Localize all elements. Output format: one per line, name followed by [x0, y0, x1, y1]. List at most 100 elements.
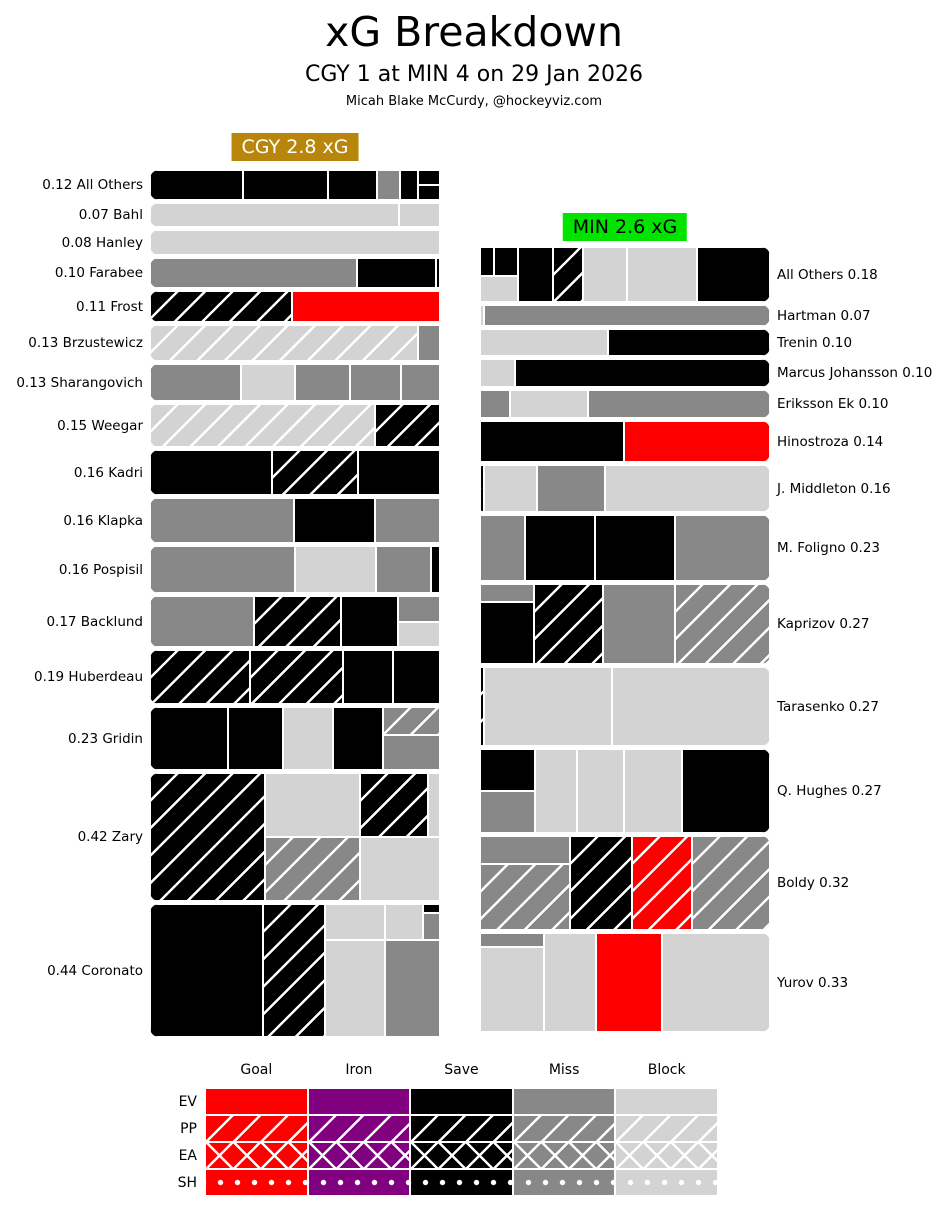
player-row [150, 291, 440, 322]
shot-cell-block-ev [325, 939, 385, 1037]
legend-outcome-iron: Iron [345, 1062, 373, 1078]
shot-cell-miss-ev [150, 364, 242, 401]
player-label: Yurov 0.33 [777, 974, 849, 991]
shot-cell-goal-ev [596, 933, 663, 1032]
shot-cell-block-pp [150, 404, 375, 447]
game-subtitle: CGY 1 at MIN 4 on 29 Jan 2026 [304, 62, 644, 87]
shot-cell-miss-ev [377, 170, 401, 200]
shot-cell-miss-ev [400, 364, 440, 401]
shot-cell-miss-pp [382, 707, 440, 736]
player-row [480, 515, 770, 581]
legend-outcome-save: Save [444, 1062, 479, 1078]
shot-cell-block-ev [241, 364, 295, 401]
shot-cell-save-pp [250, 650, 343, 704]
player-row [480, 390, 770, 418]
shot-cell-block-ev [480, 359, 515, 387]
shot-cell-save-ev [524, 515, 596, 581]
shot-cell-miss-ev [150, 498, 294, 543]
legend-swatch-miss-ev [512, 1088, 616, 1115]
legend-swatch-miss-ea [512, 1142, 616, 1169]
player-row [150, 364, 440, 401]
shot-cell-block-ev [577, 749, 625, 833]
player-label: 0.16 Kadri [73, 464, 143, 481]
legend-strength-ea: EA [178, 1147, 197, 1164]
shot-cell-block-ev [397, 621, 440, 647]
player-row [150, 404, 440, 447]
player-label: 0.13 Sharangovich [16, 374, 143, 391]
legend-swatch-iron-ea [307, 1142, 411, 1169]
player-label: Boldy 0.32 [777, 875, 850, 891]
shot-cell-save-pp [569, 836, 632, 930]
player-row [150, 773, 440, 901]
shot-cell-save-pp [553, 247, 583, 302]
shot-cell-save-ev [517, 247, 554, 302]
legend-swatch-goal-sh [205, 1169, 308, 1196]
player-label: 0.23 Gridin [68, 730, 143, 747]
team-header-min: MIN 2.6 xG [562, 213, 688, 241]
shot-cell-save-ev [356, 258, 436, 288]
shot-cell-block-ev [150, 230, 440, 255]
player-row [150, 203, 440, 227]
shot-cell-miss-ev [480, 933, 544, 947]
shot-cell-save-ev [150, 450, 272, 495]
shot-cell-save-ev [696, 247, 770, 302]
page-title: xG Breakdown [325, 8, 623, 56]
shot-cell-miss-ev [480, 836, 570, 865]
player-label: 0.19 Huberdeau [34, 669, 143, 685]
shot-cell-block-ev [283, 707, 333, 770]
shot-cell-save-ev [422, 904, 440, 914]
player-label: 0.08 Hanley [61, 234, 143, 251]
shot-cell-miss-ev [376, 546, 432, 593]
player-label: Kaprizov 0.27 [777, 616, 870, 632]
shot-cell-block-ev [150, 203, 400, 227]
shot-cell-goal-pp [631, 836, 692, 930]
shot-cell-miss-ev [150, 258, 357, 288]
player-row [480, 933, 770, 1032]
player-label: 0.44 Coronato [47, 962, 143, 979]
shot-cell-save-ev [293, 498, 375, 543]
shot-cell-miss-pp [480, 864, 570, 930]
shot-cell-block-ev [535, 749, 578, 833]
legend-swatch-goal-ev [205, 1088, 308, 1115]
player-label: Hinostroza 0.14 [777, 433, 884, 450]
shot-cell-save-ev [342, 650, 393, 704]
shot-cell-save-ev [332, 707, 383, 770]
player-label: 0.11 Frost [76, 298, 143, 315]
shot-cell-block-ev [295, 546, 377, 593]
shot-cell-save-pp [480, 667, 485, 746]
shot-cell-save-ev [607, 329, 770, 356]
player-row [480, 667, 770, 746]
shot-cell-block-ev [480, 946, 544, 1032]
player-row [480, 247, 770, 302]
shot-cell-save-ev [400, 170, 419, 200]
player-row [150, 325, 440, 361]
player-row [150, 707, 440, 770]
shot-cell-miss-ev [674, 515, 770, 581]
legend-swatch-block-ev [615, 1088, 718, 1115]
player-label: Eriksson Ek 0.10 [777, 396, 889, 412]
player-row [150, 546, 440, 593]
shot-cell-miss-ev [374, 498, 440, 543]
shot-cell-save-ev [480, 601, 534, 664]
shot-cell-miss-ev [384, 939, 440, 1037]
shot-cell-save-ev [480, 749, 536, 791]
player-label: 0.42 Zary [77, 829, 143, 845]
shot-cell-save-ev [150, 170, 243, 200]
shot-cell-miss-ev [537, 465, 605, 512]
shot-cell-block-ev [627, 247, 697, 302]
legend-swatch-save-ea [410, 1142, 513, 1169]
legend-swatch-goal-pp [205, 1115, 308, 1142]
shot-cell-save-ev [418, 185, 440, 200]
legend-swatch-iron-ev [307, 1088, 411, 1115]
shot-cell-save-ev [480, 247, 494, 276]
shot-cell-miss-ev [587, 390, 770, 418]
shot-cell-block-ev [325, 904, 385, 940]
player-label: 0.10 Farabee [54, 265, 143, 281]
player-label: Marcus Johansson 0.10 [777, 365, 933, 381]
player-label: All Others 0.18 [777, 266, 878, 283]
shot-cell-save-ev [431, 546, 440, 593]
legend-outcome-block: Block [647, 1062, 686, 1078]
author-credit: Micah Blake McCurdy, @hockeyviz.com [345, 94, 603, 109]
shot-cell-miss-ev [480, 515, 525, 581]
shot-cell-block-ev [484, 465, 538, 512]
